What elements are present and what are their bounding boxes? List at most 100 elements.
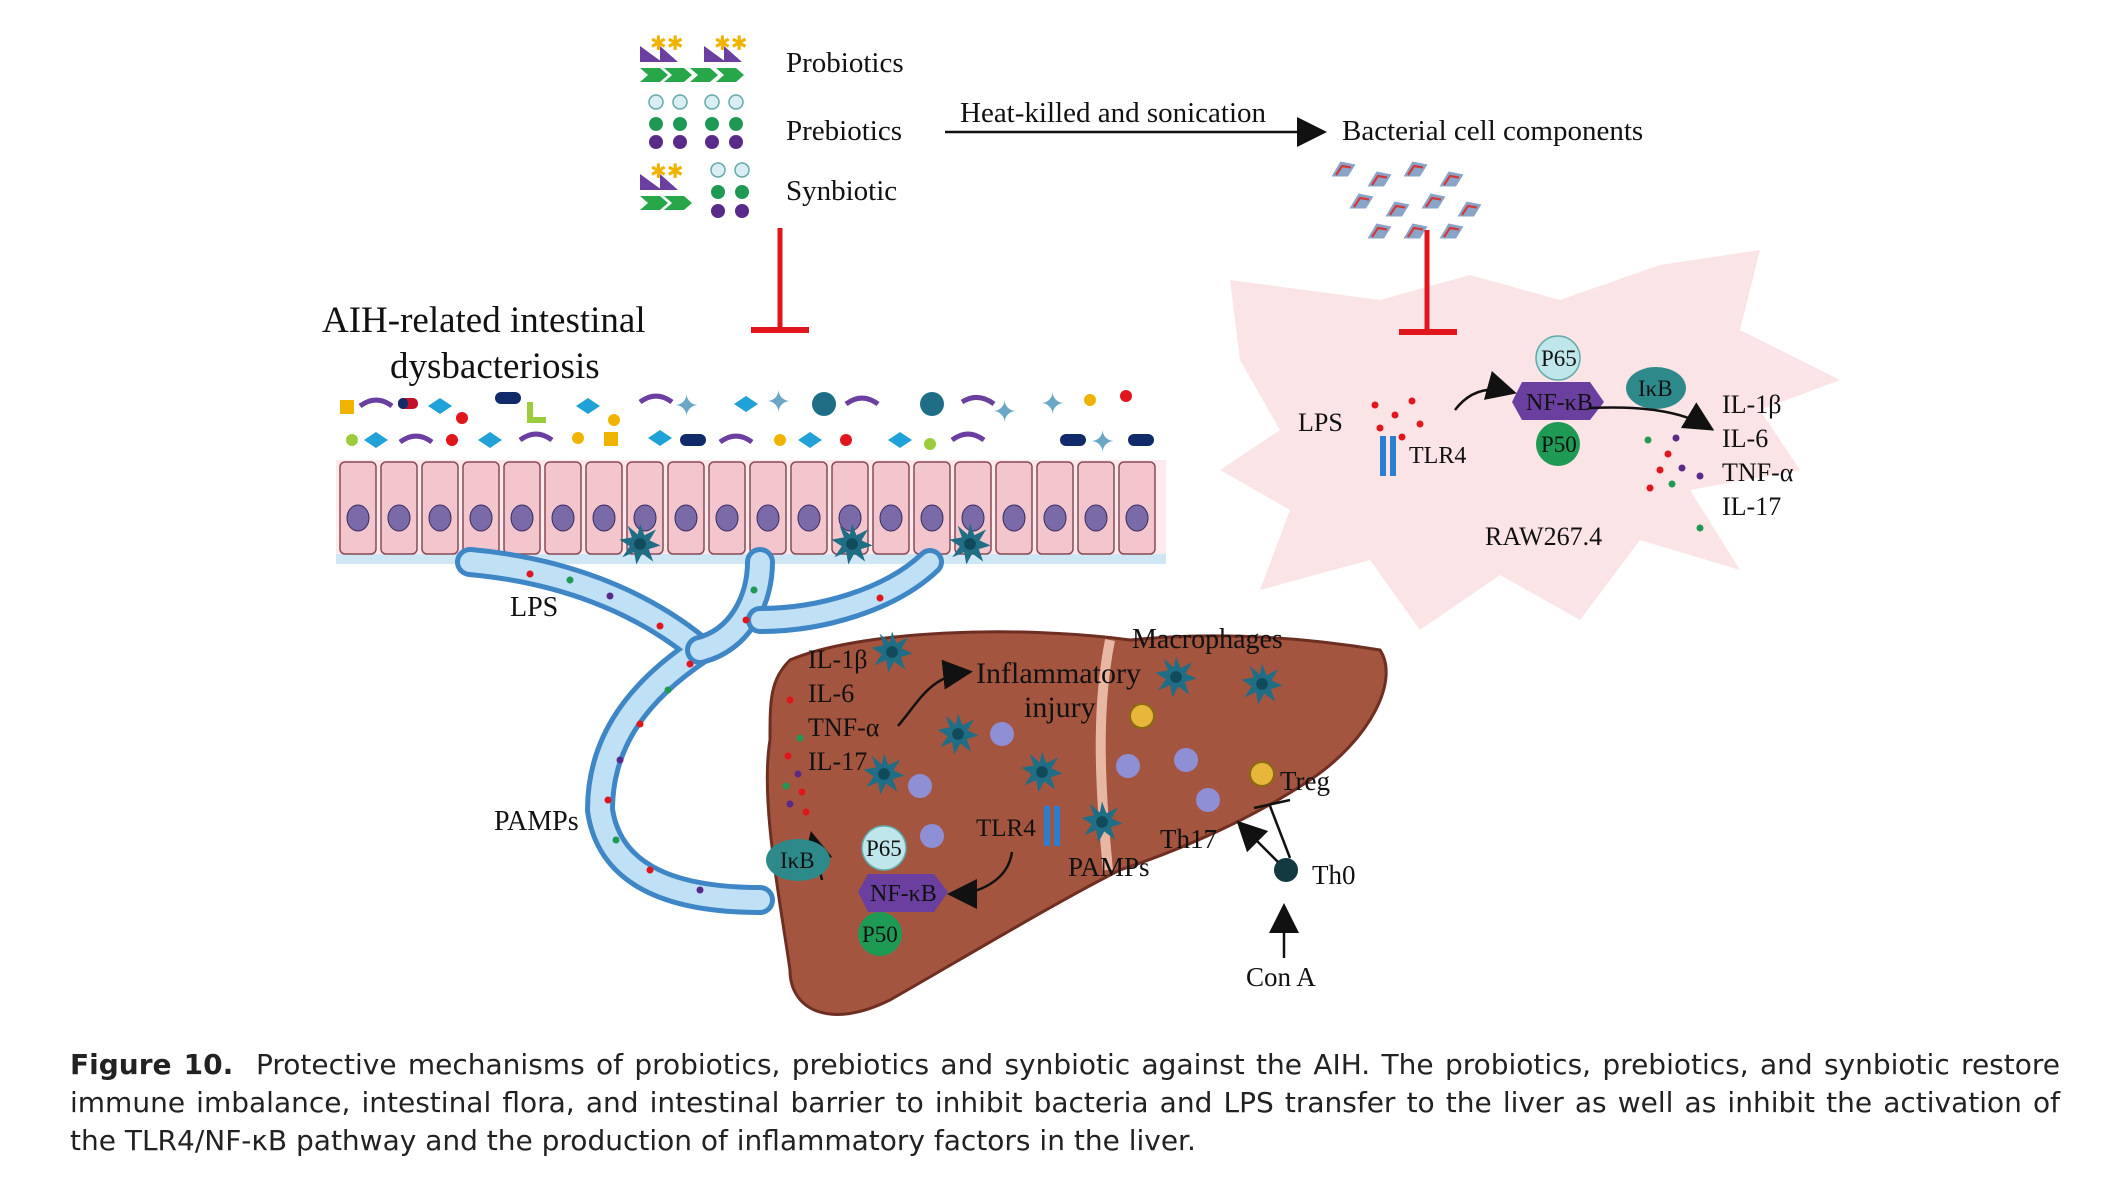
th0-cell — [1274, 858, 1298, 882]
raw-cell-starburst — [1220, 250, 1840, 630]
liver-macrophages-label: Macrophages — [1132, 624, 1283, 655]
cell-nucleus — [1043, 504, 1067, 532]
cell-nucleus — [510, 504, 534, 532]
legend-synbiotic-label: Synbiotic — [786, 175, 897, 207]
inflammatory-arrow — [897, 659, 973, 727]
inhibition-probiotics — [751, 228, 809, 333]
cell-nucleus — [387, 504, 411, 532]
liver-cytokine-1: IL-1β — [808, 645, 867, 674]
epithelial-cells — [339, 461, 1156, 555]
th0-to-th17-arrow — [1236, 820, 1279, 863]
cell-nucleus — [1125, 504, 1149, 532]
figure-diagram: ✱✱ ✱✱ ✱✱ — [322, 31, 1840, 1016]
gut-pamps-label: PAMPs — [494, 806, 579, 837]
synbiotic-icon: ✱✱ — [640, 159, 750, 218]
gut-lumen-bacteria: ✦ ✦ ✦ ✦ ✦ — [340, 385, 1154, 460]
liver-lymphocytes — [908, 703, 1275, 848]
liver-ikb-node — [766, 839, 830, 881]
liver-cytokine-3: TNF-α — [808, 713, 880, 742]
svg-text:✦: ✦ — [992, 395, 1017, 430]
cona-label: Con A — [1246, 962, 1316, 992]
probiotics-icon: ✱✱ ✱✱ — [640, 31, 748, 82]
gut-lps-label: LPS — [510, 592, 558, 623]
raw-p65-node — [1535, 335, 1581, 381]
treg-label: Treg — [1280, 766, 1330, 796]
process-result-label: Bacterial cell components — [1342, 115, 1643, 147]
liver-ikb-label: IκB — [780, 848, 815, 873]
liver-inflammatory-line1: Inflammatory — [976, 657, 1141, 690]
caption-text: Protective mechanisms of probiotics, pre… — [70, 1048, 2060, 1157]
raw-ikb-label: IκB — [1638, 376, 1673, 401]
raw-cytokine-arrow — [1589, 402, 1715, 431]
liver-p50-node — [858, 912, 902, 956]
raw-activation-arrow — [1454, 370, 1517, 411]
liver-p65-label: P65 — [866, 836, 902, 861]
raw-cytokine-dots — [1644, 434, 1704, 532]
liver — [765, 630, 1388, 1016]
th17-label: Th17 — [1160, 824, 1217, 854]
liver-tlr4-label: TLR4 — [976, 815, 1036, 842]
raw-nfkb-node — [1512, 382, 1604, 420]
cell-nucleus — [920, 504, 944, 532]
cell-nucleus — [428, 504, 452, 532]
tlr4-to-nfkb-arrow — [947, 851, 1014, 909]
liver-inflammatory-line2: injury — [1024, 691, 1096, 724]
th0-label: Th0 — [1312, 860, 1356, 890]
cell-nucleus — [715, 504, 739, 532]
liver-cytokine-4: IL-17 — [808, 747, 867, 776]
raw-cytokine-2: IL-6 — [1722, 424, 1768, 453]
liver-p50-label: P50 — [862, 922, 898, 947]
raw-nfkb-label: NF-κB — [1526, 390, 1593, 416]
gut-title-line2: dysbacteriosis — [390, 346, 600, 387]
liver-nfkb-node — [858, 874, 948, 912]
cell-nucleus — [961, 504, 985, 532]
treg-inhibit-bar — [1253, 798, 1291, 810]
cell-nucleus — [674, 504, 698, 532]
bacterial-fragments — [1330, 160, 1483, 240]
cell-nucleus — [879, 504, 903, 532]
figure-caption: Figure 10. Protective mechanisms of prob… — [70, 1046, 2060, 1160]
cell-nucleus — [1084, 504, 1108, 532]
raw-p50-node — [1536, 422, 1580, 466]
cell-nucleus — [551, 504, 575, 532]
legend-icons: ✱✱ ✱✱ ✱✱ — [640, 31, 750, 218]
svg-text:✦: ✦ — [1090, 425, 1115, 460]
liver-tlr4-receptor — [1044, 806, 1060, 846]
raw-lps-dots — [1371, 397, 1424, 441]
liver-pamps-label: PAMPs — [1068, 852, 1150, 882]
raw-tlr4-receptor — [1380, 436, 1396, 476]
svg-text:✦: ✦ — [674, 389, 699, 424]
gut-title-line1: AIH-related intestinal — [322, 300, 646, 341]
raw-cell-line-label: RAW267.4 — [1485, 522, 1602, 551]
svg-text:✦: ✦ — [1040, 387, 1065, 422]
raw-lps-label: LPS — [1298, 408, 1343, 437]
prebiotics-icon — [648, 94, 744, 149]
svg-text:✱✱: ✱✱ — [714, 31, 748, 55]
th0-to-treg-line — [1268, 805, 1292, 859]
raw-cytokine-1: IL-1β — [1722, 390, 1781, 419]
svg-text:✱✱: ✱✱ — [650, 31, 684, 55]
cell-nucleus — [797, 504, 821, 532]
legend-prebiotics-label: Prebiotics — [786, 115, 902, 147]
cell-nucleus — [346, 504, 370, 532]
svg-text:✱✱: ✱✱ — [650, 159, 684, 183]
inhibition-bacterial — [1399, 230, 1457, 335]
liver-p65-node — [861, 825, 907, 871]
raw-cytokine-3: TNF-α — [1722, 458, 1794, 487]
caption-label: Figure 10. — [70, 1048, 234, 1081]
cell-nucleus — [756, 504, 780, 532]
vessel-particles — [526, 570, 1034, 902]
cell-nucleus — [592, 504, 616, 532]
cell-nucleus — [633, 504, 657, 532]
liver-ligament — [1095, 639, 1115, 871]
raw-ikb-node — [1626, 367, 1686, 409]
raw-p65-label: P65 — [1541, 346, 1577, 371]
raw-cytokine-4: IL-17 — [1722, 492, 1781, 521]
svg-text:✦: ✦ — [766, 385, 791, 420]
process-arrow-label: Heat-killed and sonication — [960, 97, 1267, 129]
liver-nfkb-label: NF-κB — [870, 881, 937, 907]
legend-probiotics-label: Probiotics — [786, 47, 904, 79]
liver-cytokine-dots — [782, 696, 810, 816]
cell-nucleus — [469, 504, 493, 532]
liver-cytokine-2: IL-6 — [808, 679, 854, 708]
